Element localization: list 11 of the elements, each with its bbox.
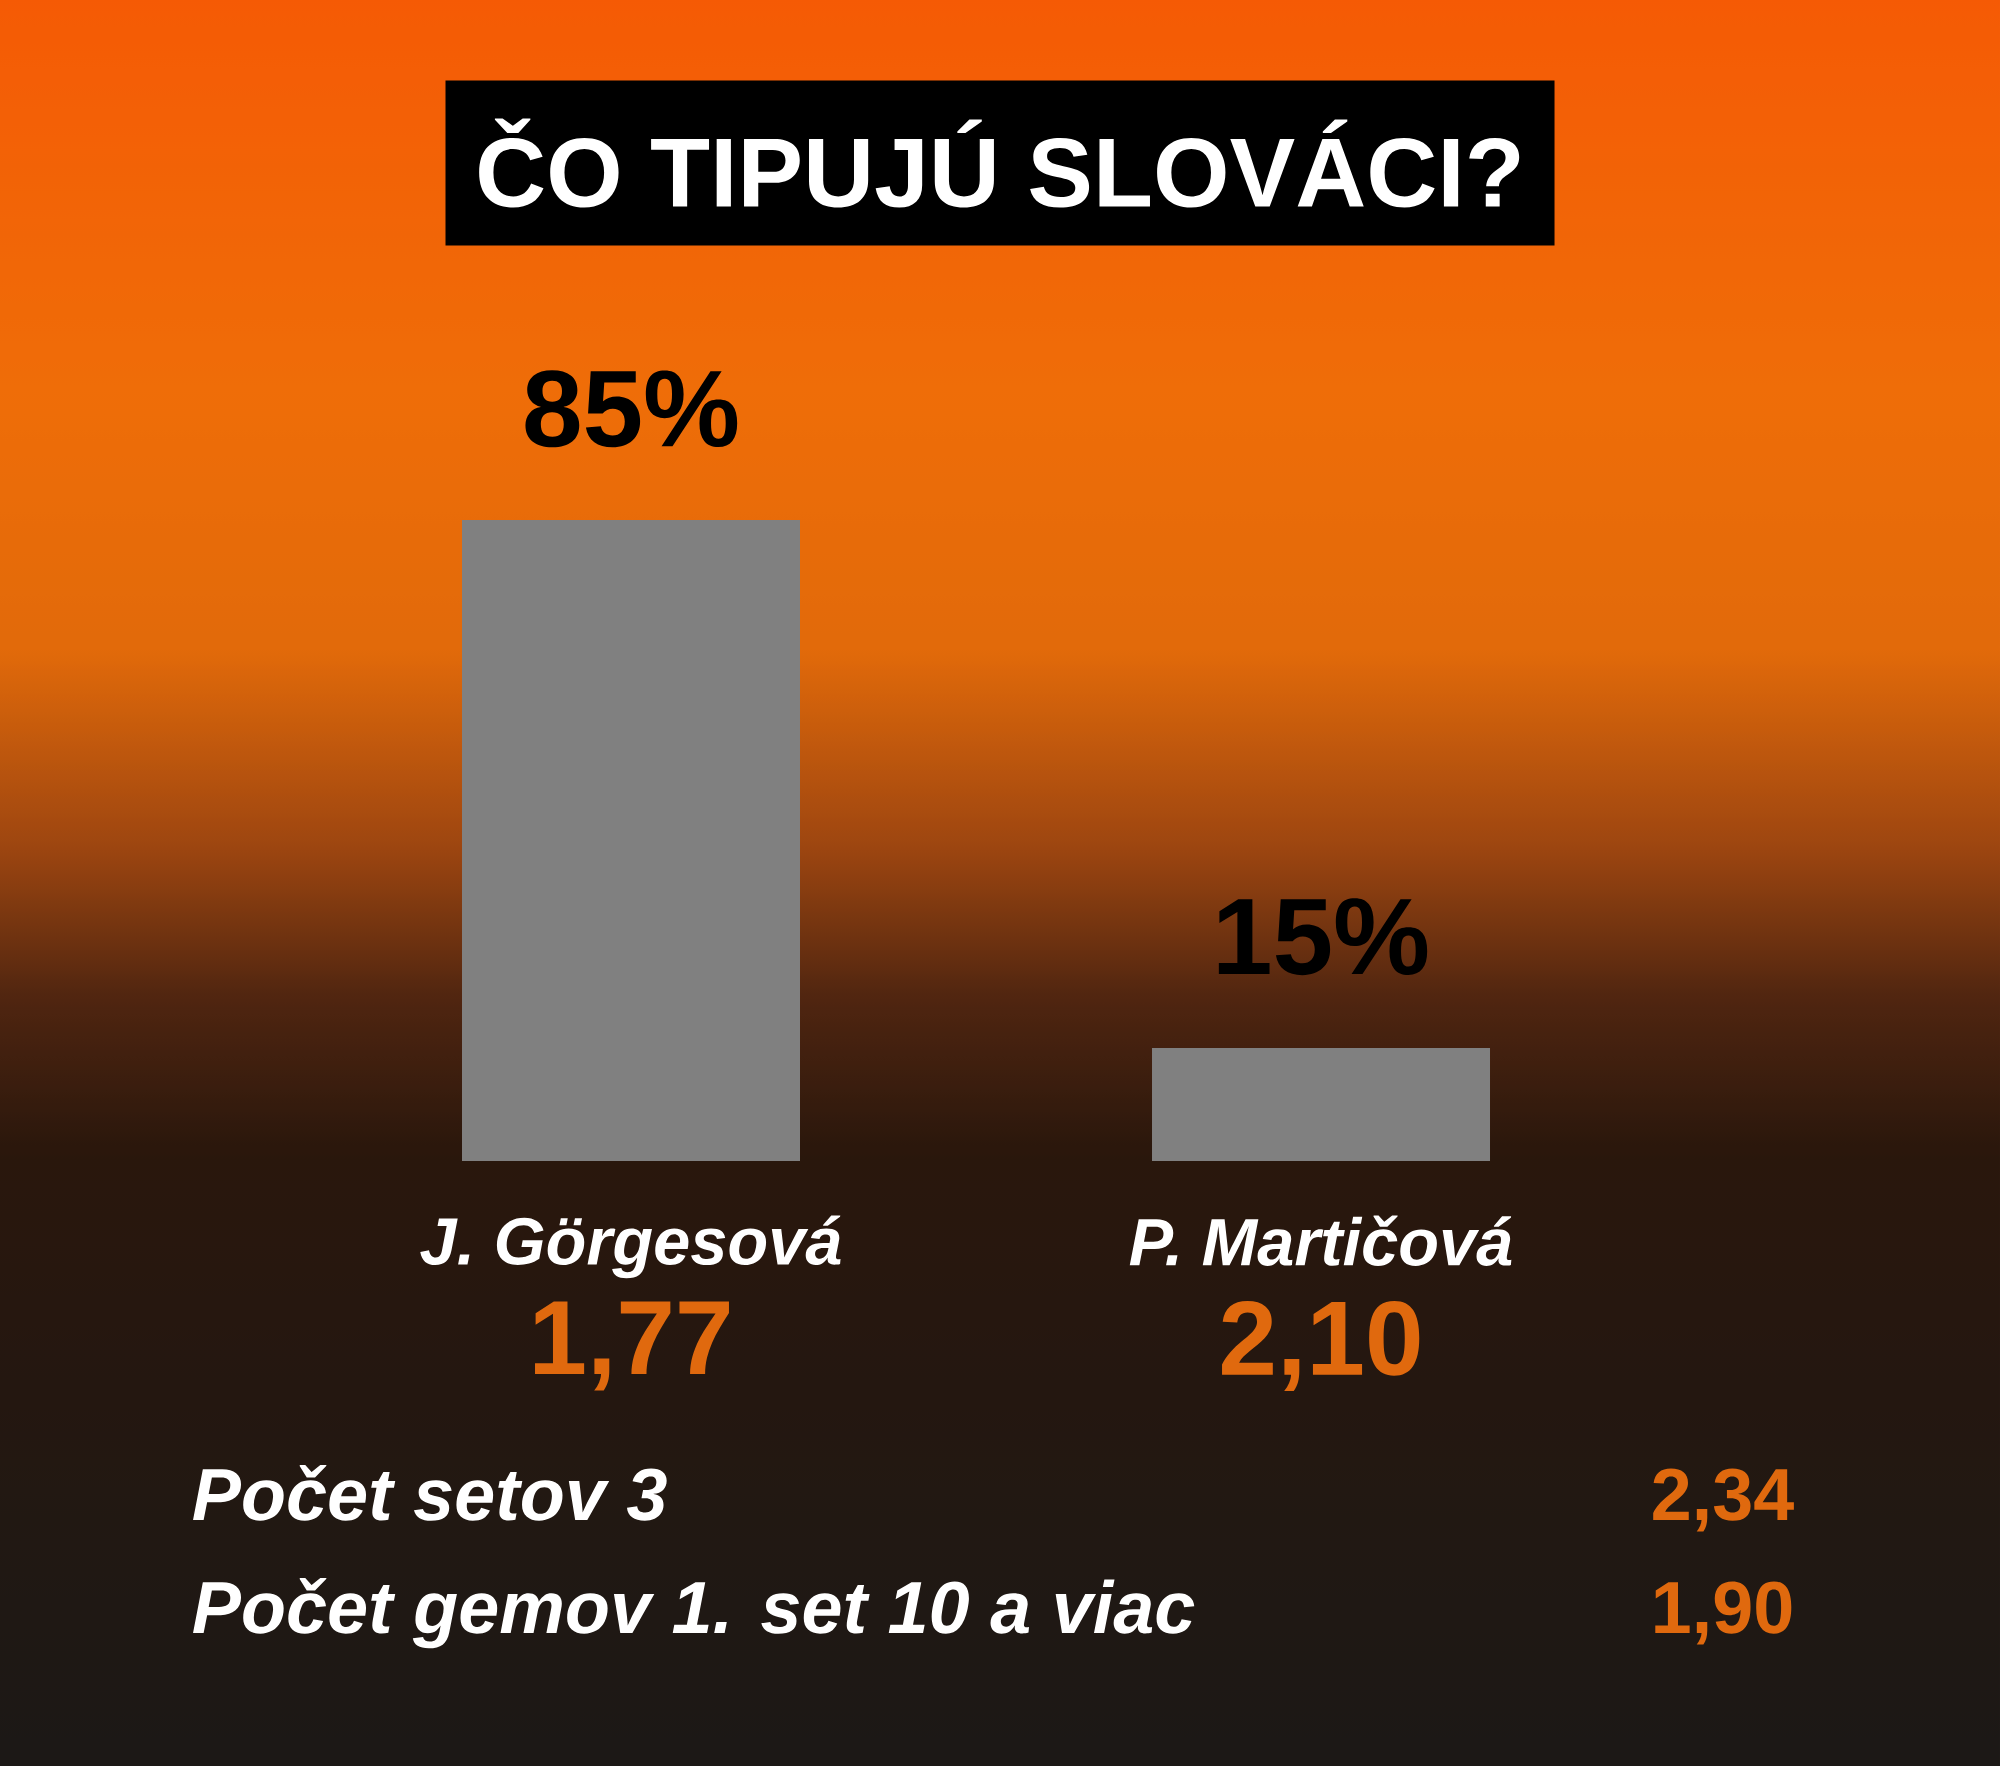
text: 1,77 <box>535 1301 729 1391</box>
text: 2,34 <box>1653 1468 1794 1532</box>
text: 2,10 <box>1222 1301 1420 1391</box>
text: Počet gemov 1. set 10 a viac <box>193 1577 1195 1649</box>
x-tick-label: J. Görgesová <box>420 1215 841 1279</box>
text: Počet setov 3 <box>193 1464 667 1521</box>
data-label: 85% <box>525 370 738 448</box>
chart-title: ČO TIPUJÚ SLOVÁCI? <box>479 118 1520 208</box>
x-tick-label: P. Martičová <box>1129 1215 1512 1266</box>
data-label: 15% <box>1218 898 1428 976</box>
text: 1,90 <box>1655 1581 1792 1645</box>
